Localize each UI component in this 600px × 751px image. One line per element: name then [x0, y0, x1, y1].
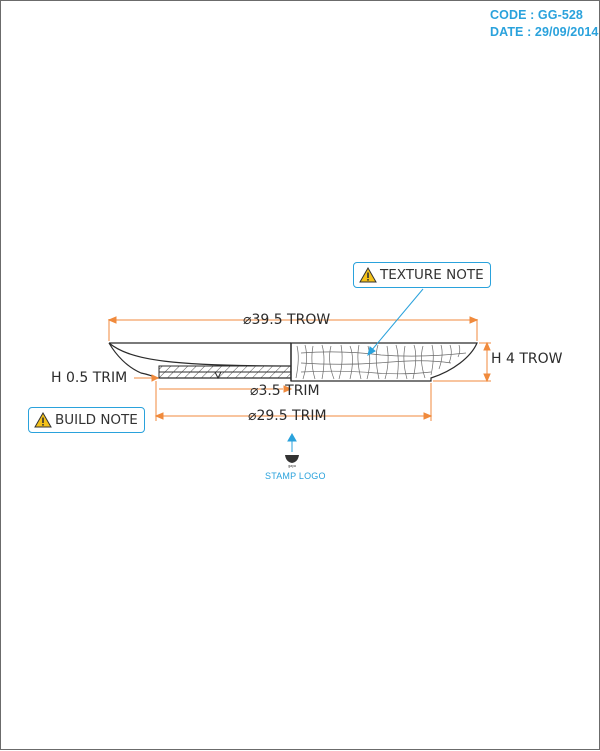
exterior-view: [290, 342, 478, 382]
texture-note-callout[interactable]: TEXTURE NOTE: [353, 262, 491, 288]
base-diameter-value: 29.5 TRIM: [256, 408, 327, 424]
texture-note-label: TEXTURE NOTE: [380, 267, 484, 283]
diameter-symbol: ⌀: [248, 408, 257, 424]
leader-lines: [287, 288, 424, 452]
build-note-label: BUILD NOTE: [55, 412, 138, 428]
build-note-callout[interactable]: BUILD NOTE: [28, 407, 145, 433]
outer-diameter-dimension: ⌀39.5 TROW: [243, 312, 330, 328]
stamp-logo-text: gaya: [288, 464, 296, 468]
diameter-symbol: ⌀: [243, 312, 252, 328]
dimension-lines: [107, 316, 491, 421]
base-diameter-dimension: ⌀29.5 TRIM: [248, 408, 327, 424]
title-block: CODE : GG-528 DATE : 29/09/2014: [490, 7, 598, 41]
inner-diameter-value: 3.5 TRIM: [258, 383, 320, 399]
trim-height-dimension: H 0.5 TRIM: [51, 370, 128, 386]
inner-diameter-dimension: ⌀3.5 TRIM: [250, 383, 320, 399]
warning-triangle-icon: [34, 412, 52, 428]
warning-triangle-icon: [359, 267, 377, 283]
outer-diameter-value: 39.5 TROW: [251, 312, 331, 328]
stamp-logo-label: STAMP LOGO: [265, 471, 326, 481]
code-label: CODE : GG-528: [490, 8, 583, 22]
cross-section: [108, 342, 292, 380]
date-label: DATE : 29/09/2014: [490, 25, 599, 39]
stamp-logo-icon: gaya: [285, 455, 299, 468]
diameter-symbol: ⌀: [250, 383, 259, 399]
height-dimension: H 4 TROW: [491, 351, 563, 367]
